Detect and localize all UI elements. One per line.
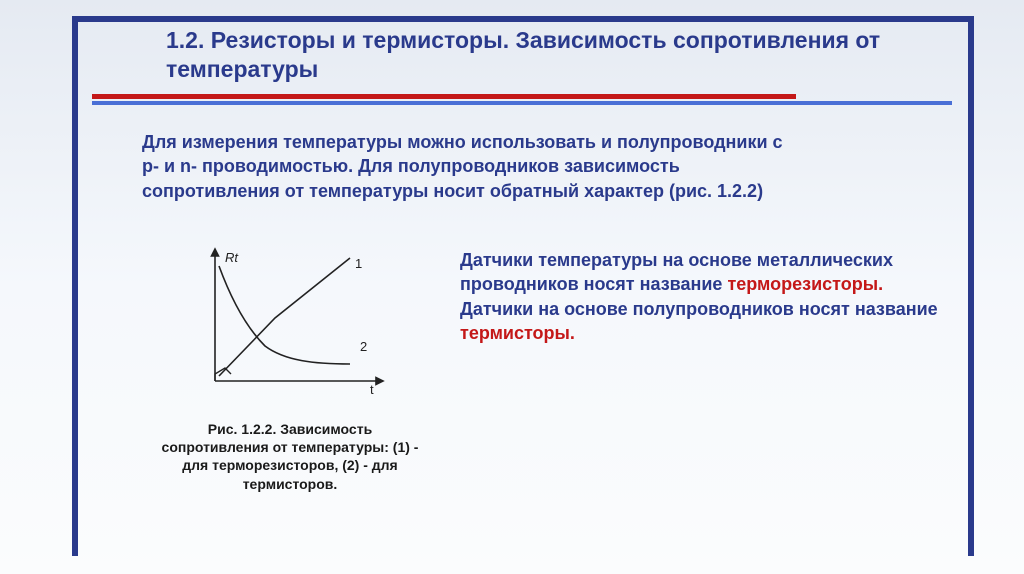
series-2-curve bbox=[219, 266, 350, 364]
figure-block: Rt t 1 2 Рис. 1.2.2. Зависимость сопроти… bbox=[160, 246, 420, 493]
series-1-line bbox=[219, 258, 350, 376]
slide-title: 1.2. Резисторы и термисторы. Зависимость… bbox=[166, 26, 886, 85]
y-axis-label: Rt bbox=[225, 250, 239, 265]
intro-paragraph: Для измерения температуры можно использо… bbox=[142, 130, 802, 203]
highlight-thermoresistors: терморезисторы. bbox=[727, 274, 883, 294]
body-seg-2: Датчики на основе полупроводников носят … bbox=[460, 299, 938, 319]
underline-red bbox=[92, 94, 796, 99]
x-axis-label: t bbox=[370, 382, 374, 397]
origin-hook bbox=[215, 368, 231, 381]
resistance-temperature-chart: Rt t 1 2 bbox=[175, 246, 405, 406]
body-paragraph: Датчики температуры на основе металличес… bbox=[460, 248, 940, 345]
series-1-label: 1 bbox=[355, 256, 362, 271]
figure-caption: Рис. 1.2.2. Зависимость сопротивления от… bbox=[160, 420, 420, 493]
underline-blue bbox=[92, 101, 952, 105]
series-2-label: 2 bbox=[360, 339, 367, 354]
highlight-thermistors: термисторы. bbox=[460, 323, 575, 343]
